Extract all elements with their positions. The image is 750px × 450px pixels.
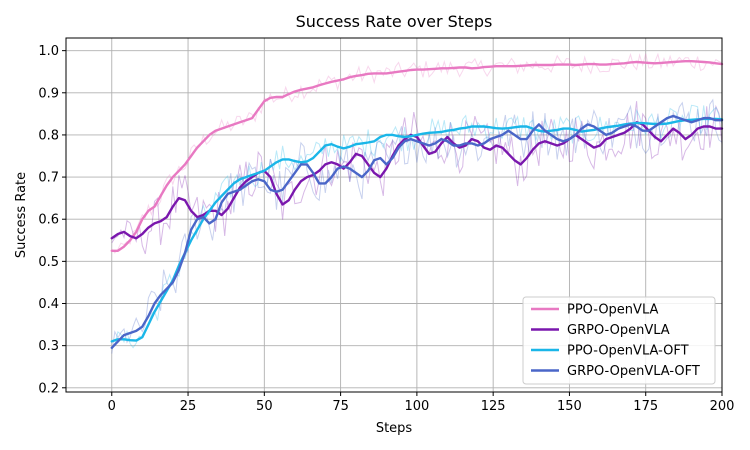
series-line-0 bbox=[110, 60, 724, 253]
y-tick-label: 0.8 bbox=[38, 128, 59, 143]
y-tick-label: 0.5 bbox=[38, 255, 59, 270]
x-tick-label: 125 bbox=[481, 399, 506, 414]
x-tick-label: 100 bbox=[404, 399, 429, 414]
y-tick-label: 0.7 bbox=[38, 171, 59, 186]
series-line-3 bbox=[110, 114, 724, 349]
x-tick-label: 25 bbox=[180, 399, 197, 414]
series-line-1 bbox=[110, 121, 724, 240]
y-axis-label: Success Rate bbox=[14, 172, 29, 258]
y-tick-label: 1.0 bbox=[38, 44, 59, 59]
legend-label-2: PPO-OpenVLA-OFT bbox=[567, 344, 689, 359]
legend-label-1: GRPO-OpenVLA bbox=[567, 323, 670, 338]
y-tick-label: 0.9 bbox=[38, 86, 59, 101]
x-tick-label: 200 bbox=[710, 399, 735, 414]
x-tick-label: 75 bbox=[332, 399, 349, 414]
x-tick-label: 150 bbox=[557, 399, 582, 414]
chart-title: Success Rate over Steps bbox=[296, 12, 493, 31]
legend-box bbox=[522, 296, 716, 385]
legend: PPO-OpenVLA GRPO-OpenVLA PPO-OpenVLA-OFT GR… bbox=[522, 296, 716, 385]
series-layer bbox=[110, 60, 724, 349]
series-raw-line-3 bbox=[111, 98, 723, 354]
legend-label-3: GRPO-OpenVLA-OFT bbox=[567, 364, 700, 379]
legend-label-0: PPO-OpenVLA bbox=[567, 303, 658, 318]
y-tick-label: 0.2 bbox=[38, 381, 59, 396]
x-axis-label: Steps bbox=[376, 421, 413, 436]
plot-frame bbox=[65, 37, 723, 393]
series-line-2 bbox=[110, 117, 724, 343]
x-tick-label: 0 bbox=[108, 399, 116, 414]
y-tick-label: 0.4 bbox=[38, 297, 59, 312]
y-tick-label: 0.3 bbox=[38, 339, 59, 354]
x-tick-label: 50 bbox=[256, 399, 273, 414]
y-tick-label: 0.6 bbox=[38, 213, 59, 228]
x-tick-label: 175 bbox=[633, 399, 658, 414]
series-raw-line-1 bbox=[111, 101, 723, 255]
tick-layer: 0 25 50 75 100 125 150 175 200 0.2 0.3 0.4 0.5 0.6 0.7… bbox=[38, 44, 734, 414]
